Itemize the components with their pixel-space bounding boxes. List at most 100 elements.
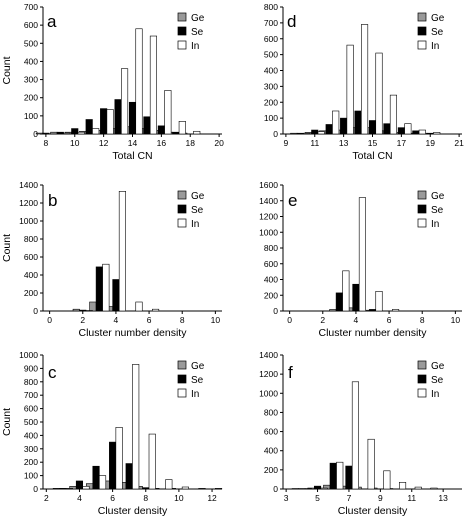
legend-swatch-in bbox=[177, 388, 187, 398]
bar-in bbox=[65, 488, 73, 490]
y-tick-label: 400 bbox=[24, 430, 38, 440]
bar-se bbox=[345, 465, 353, 490]
y-tick-label: 600 bbox=[264, 427, 278, 437]
y-tick-label: 400 bbox=[264, 446, 278, 456]
y-tick-label: 1000 bbox=[19, 216, 38, 226]
bar-in bbox=[135, 301, 143, 312]
legend-label-se: Se bbox=[191, 27, 204, 38]
panel-letter: e bbox=[288, 191, 297, 210]
bar-in bbox=[320, 487, 328, 490]
y-tick-label: 100 bbox=[24, 471, 38, 481]
bar-in bbox=[198, 488, 206, 490]
legend-swatch-in bbox=[177, 40, 187, 50]
legend-label-ge: Ge bbox=[431, 361, 445, 372]
legend-label-in: In bbox=[431, 41, 439, 52]
y-tick-label: 1200 bbox=[259, 369, 278, 379]
x-tick-label: 10 bbox=[174, 493, 184, 503]
x-tick-label: 16 bbox=[157, 138, 167, 148]
bar-in bbox=[346, 44, 354, 135]
bar-se bbox=[59, 488, 67, 490]
panel-f: 0 200 400 600 800 1000 1200 1400 3 5 7 9 11 13 f Cluste… bbox=[259, 350, 462, 517]
x-tick-label: 6 bbox=[387, 315, 392, 325]
bar-se bbox=[397, 127, 405, 135]
legend-label-se: Se bbox=[431, 27, 444, 38]
bar-se bbox=[313, 485, 322, 490]
bar-se bbox=[109, 441, 117, 490]
x-tick-label: 10 bbox=[211, 315, 221, 325]
panel-d: 0 100 200 300 400 500 600 700 800 9 11 13 15 17 19 21 d T… bbox=[264, 2, 464, 162]
legend-label-ge: Ge bbox=[191, 13, 205, 24]
y-tick-label: 200 bbox=[24, 457, 38, 467]
y-tick-label: 200 bbox=[24, 288, 38, 298]
x-tick-label: 11 bbox=[310, 138, 319, 148]
legend-swatch-se bbox=[177, 26, 187, 36]
bar-se bbox=[426, 132, 434, 135]
x-tick-label: 12 bbox=[207, 493, 217, 503]
bar-ge bbox=[329, 309, 337, 312]
bar-se bbox=[352, 283, 360, 312]
bar-ge bbox=[89, 301, 97, 312]
panel-letter: a bbox=[47, 12, 57, 31]
panel-b: 0 200 400 600 800 1000 1200 1400 0 2 4 6 8 10 b Cluster… bbox=[1, 180, 222, 339]
bar-in bbox=[135, 28, 143, 135]
bar-in bbox=[414, 486, 422, 490]
y-tick-label: 200 bbox=[264, 290, 278, 300]
y-tick-label: 1200 bbox=[19, 198, 38, 208]
y-tick-label: 600 bbox=[24, 252, 38, 262]
bar-se bbox=[329, 462, 337, 490]
y-tick-label: 400 bbox=[24, 270, 38, 280]
x-tick-label: 15 bbox=[368, 138, 378, 148]
y-tick-label: 300 bbox=[24, 75, 38, 85]
x-tick-label: 5 bbox=[315, 493, 320, 503]
legend-swatch-se bbox=[417, 374, 427, 384]
x-tick-label: 9 bbox=[378, 493, 383, 503]
panel-letter: f bbox=[288, 363, 293, 382]
bar-in bbox=[351, 381, 360, 490]
legend-label-in: In bbox=[191, 41, 199, 52]
legend-swatch-ge bbox=[417, 190, 427, 200]
bar-se bbox=[100, 108, 108, 135]
x-tick-label: 3 bbox=[284, 493, 289, 503]
legend-swatch-in bbox=[417, 218, 427, 228]
y-tick-label: 0 bbox=[33, 484, 38, 494]
y-tick-label: 900 bbox=[24, 363, 38, 373]
bar-in bbox=[389, 94, 397, 135]
bar-in bbox=[165, 479, 173, 490]
y-tick-label: 100 bbox=[264, 113, 278, 123]
bar-se bbox=[335, 292, 343, 312]
panel-letter: d bbox=[287, 12, 296, 31]
bar-se bbox=[383, 123, 391, 135]
bar-in bbox=[82, 486, 90, 490]
y-tick-label: 300 bbox=[264, 81, 278, 91]
y-tick-label: 200 bbox=[264, 97, 278, 107]
y-tick-label: 1000 bbox=[19, 350, 38, 360]
bar-in bbox=[375, 52, 383, 135]
x-tick-label: 2 bbox=[80, 315, 85, 325]
bar-in bbox=[149, 35, 157, 135]
panel-a: 0 100 200 300 400 500 600 700 8 10 12 14 16 18 20 a Tota… bbox=[1, 2, 224, 162]
bar-in bbox=[392, 309, 400, 312]
bar-in bbox=[152, 308, 160, 312]
y-axis-label: Count bbox=[1, 56, 13, 84]
x-tick-label: 20 bbox=[214, 138, 224, 148]
bar-in bbox=[332, 110, 340, 135]
bar-se bbox=[143, 116, 151, 135]
x-tick-label: 4 bbox=[114, 315, 119, 325]
bar-in bbox=[63, 132, 71, 135]
legend-swatch-in bbox=[177, 218, 187, 228]
y-tick-label: 0 bbox=[33, 129, 38, 139]
y-tick-label: 800 bbox=[24, 377, 38, 387]
legend-swatch-ge bbox=[417, 12, 427, 22]
bar-in bbox=[361, 24, 369, 135]
y-tick-label: 1400 bbox=[259, 350, 278, 360]
bar-in bbox=[383, 470, 391, 490]
bar-se bbox=[75, 480, 84, 490]
bar-in bbox=[398, 481, 407, 490]
bar-se bbox=[368, 309, 377, 312]
y-tick-label: 200 bbox=[24, 93, 38, 103]
y-tick-label: 1400 bbox=[19, 180, 38, 190]
x-tick-label: 7 bbox=[347, 493, 352, 503]
y-tick-label: 500 bbox=[24, 38, 38, 48]
x-tick-label: 8 bbox=[44, 138, 49, 148]
